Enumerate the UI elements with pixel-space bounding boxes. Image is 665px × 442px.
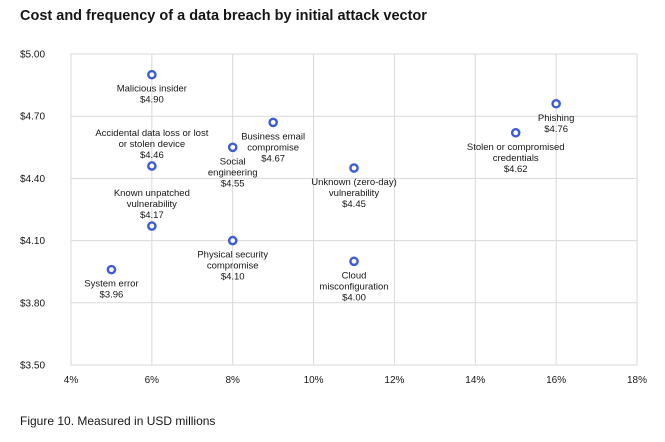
- point-value-label: $4.62: [504, 164, 528, 175]
- x-tick-label: 6%: [145, 375, 160, 386]
- data-point: [510, 127, 521, 138]
- data-point: [106, 264, 117, 275]
- data-point: [147, 221, 157, 231]
- x-tick-label: 8%: [225, 375, 240, 386]
- point-value-label: $4.55: [221, 178, 245, 189]
- point-value-label: $4.10: [221, 272, 245, 283]
- point-category-label: compromise: [247, 142, 299, 153]
- y-tick-label: $3.80: [20, 298, 45, 309]
- data-point: [147, 161, 157, 171]
- y-tick-label: $4.40: [20, 174, 45, 185]
- point-value-label: $4.90: [140, 95, 164, 106]
- point-category-label: Stolen or compromised: [467, 142, 565, 153]
- point-value-label: $4.67: [261, 153, 285, 164]
- point-value-label: $4.76: [544, 124, 568, 135]
- point-category-label: Physical security: [197, 250, 268, 261]
- point-category-label: Business email: [241, 131, 305, 142]
- point-category-label: misconfiguration: [319, 281, 388, 292]
- point-category-label: Phishing: [538, 113, 574, 124]
- figure-caption: Figure 10. Measured in USD millions: [20, 414, 216, 428]
- y-tick-label: $3.50: [20, 361, 45, 372]
- y-tick-label: $4.10: [20, 236, 45, 247]
- data-point: [227, 142, 238, 153]
- point-value-label: $4.17: [140, 210, 164, 221]
- point-value-label: $4.46: [140, 150, 164, 161]
- point-value-label: $3.96: [100, 290, 124, 301]
- data-point: [551, 98, 561, 109]
- x-tick-label: 16%: [546, 375, 566, 386]
- y-tick-label: $5.00: [20, 50, 45, 61]
- data-point: [268, 117, 278, 128]
- x-tick-label: 14%: [465, 375, 485, 386]
- point-category-label: vulnerability: [329, 188, 379, 199]
- data-point: [227, 235, 238, 246]
- x-tick-label: 4%: [64, 375, 79, 386]
- data-point: [349, 163, 359, 173]
- point-category-label: System error: [84, 279, 138, 290]
- point-category-label: or stolen device: [119, 139, 186, 150]
- point-category-label: credentials: [493, 153, 539, 164]
- y-tick-label: $4.70: [20, 112, 45, 123]
- point-category-label: compromise: [207, 261, 259, 272]
- point-value-label: $4.45: [342, 199, 366, 210]
- x-tick-label: 12%: [384, 375, 404, 386]
- point-category-label: Known unpatched: [114, 188, 190, 199]
- data-point: [147, 69, 157, 80]
- point-category-label: Unknown (zero-day): [311, 177, 397, 188]
- point-category-label: engineering: [208, 167, 258, 178]
- point-category-label: Cloud: [342, 270, 367, 281]
- point-category-label: Malicious insider: [117, 84, 187, 95]
- x-tick-label: 10%: [304, 375, 324, 386]
- point-category-label: Accidental data loss or lost: [95, 128, 208, 139]
- x-tick-label: 18%: [627, 375, 647, 386]
- data-point: [349, 256, 359, 267]
- chart-title: Cost and frequency of a data breach by i…: [20, 8, 427, 24]
- point-value-label: $4.00: [342, 292, 366, 303]
- point-category-label: vulnerability: [127, 199, 177, 210]
- point-category-label: Social: [220, 156, 246, 167]
